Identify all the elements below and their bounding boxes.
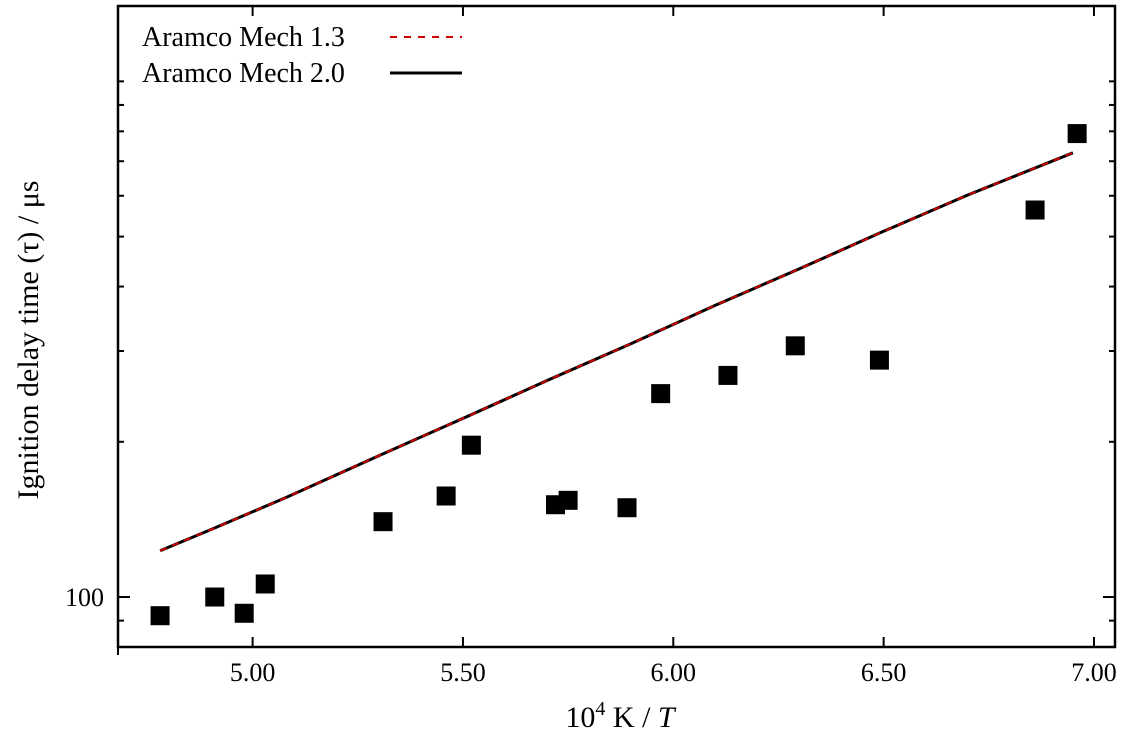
x-tick-label: 6.00 <box>651 658 697 687</box>
x-tick-label: 6.50 <box>861 658 907 687</box>
data-point-square <box>205 587 225 607</box>
x-tick-label: 7.00 <box>1071 658 1117 687</box>
data-point-square <box>869 350 889 370</box>
y-axis-ticks: 100 <box>65 583 1115 612</box>
x-tick-label: 5.00 <box>230 658 276 687</box>
model-lines <box>159 151 1074 553</box>
data-point-square <box>1067 124 1087 144</box>
legend-label: Aramco Mech 1.3 <box>142 22 345 53</box>
legend-label: Aramco Mech 2.0 <box>142 58 345 89</box>
y-minor-ticks <box>118 80 1115 648</box>
data-point-square <box>150 606 170 626</box>
legend: Aramco Mech 1.3 Aramco Mech 2.0 <box>142 22 462 89</box>
series-line-0 <box>159 151 1074 552</box>
y-tick-label: 100 <box>65 583 104 612</box>
data-point-square <box>785 336 805 356</box>
data-point-square <box>234 603 254 623</box>
data-point-square <box>255 574 275 594</box>
plot-frame <box>116 4 1117 649</box>
x-tick-label: 5.50 <box>440 658 486 687</box>
experimental-points <box>150 124 1087 626</box>
data-point-square <box>373 512 393 532</box>
data-point-square <box>617 498 637 518</box>
y-axis-label: Ignition delay time (τ) / μs <box>12 181 45 500</box>
data-point-square <box>1025 200 1045 220</box>
data-point-square <box>558 490 578 510</box>
x-axis-ticks: 5.00 5.50 6.00 6.50 7.00 <box>117 6 1117 687</box>
data-point-square <box>718 365 738 385</box>
data-point-square <box>651 384 671 404</box>
series-line-1 <box>159 151 1074 553</box>
data-point-square <box>436 486 456 506</box>
data-point-square <box>461 435 481 455</box>
x-axis-label: 104 K / T <box>565 698 677 734</box>
